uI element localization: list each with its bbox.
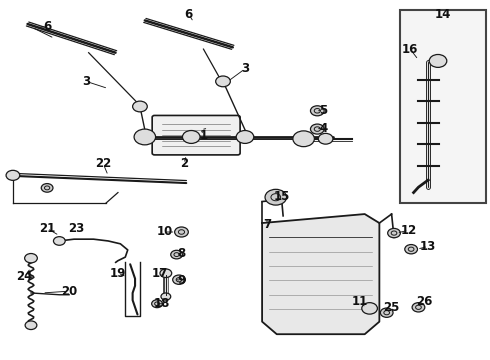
Circle shape xyxy=(412,303,425,312)
Circle shape xyxy=(161,293,171,300)
Text: 8: 8 xyxy=(177,247,186,260)
Text: 26: 26 xyxy=(416,296,433,309)
Circle shape xyxy=(265,189,287,205)
Circle shape xyxy=(24,253,37,263)
Circle shape xyxy=(293,131,315,147)
Circle shape xyxy=(41,184,53,192)
Text: 22: 22 xyxy=(95,157,111,170)
Text: 10: 10 xyxy=(156,225,172,238)
Text: 16: 16 xyxy=(402,42,418,55)
Text: 9: 9 xyxy=(177,274,186,287)
Circle shape xyxy=(182,131,200,143)
Text: 7: 7 xyxy=(263,218,271,231)
Text: 25: 25 xyxy=(383,301,400,314)
Text: 2: 2 xyxy=(180,157,188,170)
Circle shape xyxy=(172,275,185,284)
Text: 3: 3 xyxy=(82,75,90,88)
Circle shape xyxy=(160,269,172,278)
Circle shape xyxy=(311,106,324,116)
Circle shape xyxy=(25,321,37,329)
Text: 17: 17 xyxy=(151,267,168,280)
Polygon shape xyxy=(262,214,379,334)
Text: 5: 5 xyxy=(319,104,327,117)
Circle shape xyxy=(388,228,400,238)
Text: 24: 24 xyxy=(16,270,32,283)
Text: 13: 13 xyxy=(420,240,437,253)
Text: 6: 6 xyxy=(43,20,51,33)
Circle shape xyxy=(53,237,65,245)
Circle shape xyxy=(216,76,230,87)
Circle shape xyxy=(318,134,333,144)
Circle shape xyxy=(429,54,447,67)
Text: 14: 14 xyxy=(435,8,451,21)
Text: 6: 6 xyxy=(185,8,193,21)
Text: 18: 18 xyxy=(154,297,170,310)
Circle shape xyxy=(236,131,254,143)
Text: 4: 4 xyxy=(319,122,327,135)
Text: 12: 12 xyxy=(400,224,417,237)
Text: 15: 15 xyxy=(273,190,290,203)
Text: 21: 21 xyxy=(39,222,55,235)
Circle shape xyxy=(6,170,20,180)
Circle shape xyxy=(174,227,188,237)
FancyBboxPatch shape xyxy=(152,116,240,155)
Text: 20: 20 xyxy=(61,285,77,298)
Bar xyxy=(400,10,486,203)
Circle shape xyxy=(171,250,182,259)
Circle shape xyxy=(405,244,417,254)
Circle shape xyxy=(380,308,393,318)
Circle shape xyxy=(362,303,377,314)
Circle shape xyxy=(311,124,324,134)
Text: 19: 19 xyxy=(110,267,126,280)
Circle shape xyxy=(133,101,147,112)
Text: 3: 3 xyxy=(241,62,249,75)
Text: 11: 11 xyxy=(352,296,368,309)
Circle shape xyxy=(134,129,156,145)
Circle shape xyxy=(152,300,162,308)
Text: 23: 23 xyxy=(68,222,85,235)
Text: 1: 1 xyxy=(199,129,208,142)
